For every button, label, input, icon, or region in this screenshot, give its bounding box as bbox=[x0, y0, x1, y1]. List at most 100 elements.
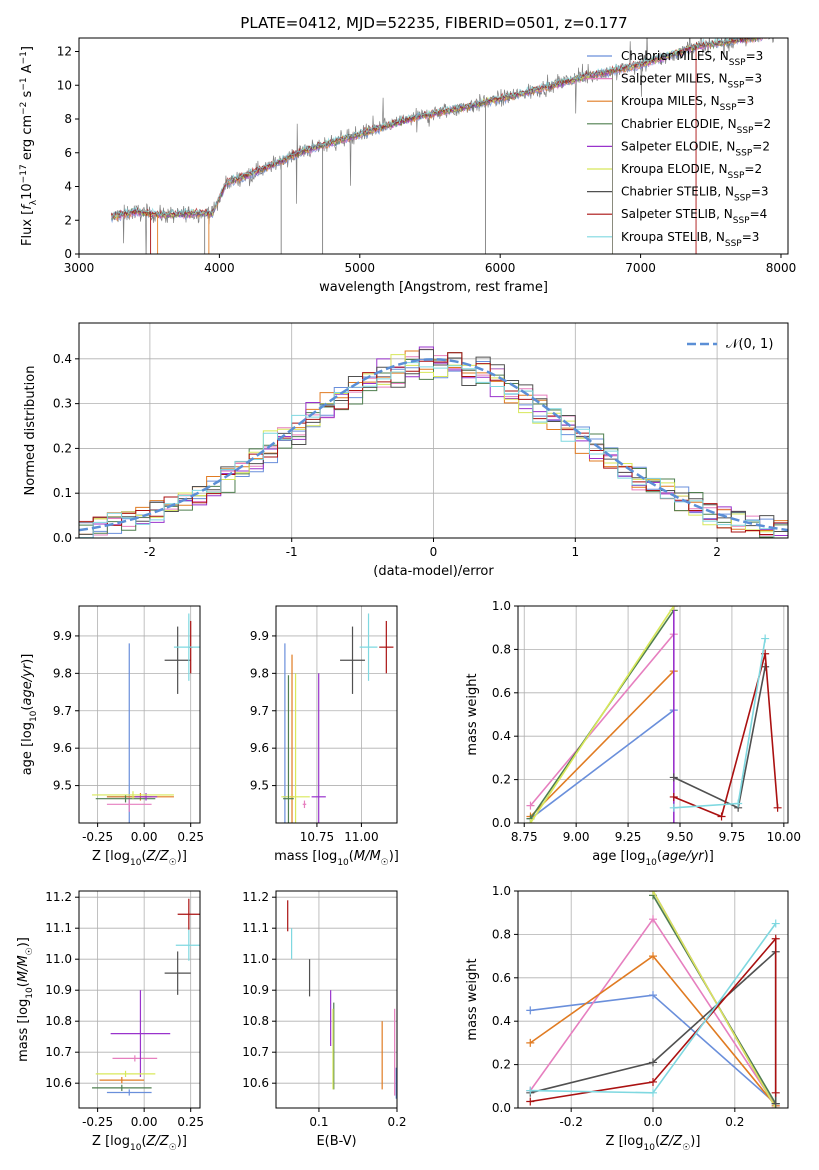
x-tick-label: 1 bbox=[571, 545, 579, 559]
panel-z-mass: -0.25 0.00 0.25 10.6 10.7 10.8 10.9 11.0 11.1 11.… bbox=[16, 890, 204, 1153]
series-line bbox=[529, 606, 675, 823]
plot-area bbox=[287, 900, 397, 1099]
legend-entry: Salpeter MILES, NSSP=3 bbox=[621, 72, 762, 91]
panel-weight-z: -0.2 0.0 0.2 0.0 0.2 0.4 0.6 0.8 1.0 Z [log10(Z/Z… bbox=[465, 884, 789, 1153]
panel-ebv-mass: 0.1 0.2 10.6 10.7 10.8 10.9 11.0 11.1 11.2 E(B-V) bbox=[242, 890, 406, 1149]
y-tick-label: 9.5 bbox=[53, 779, 72, 793]
x-tick-label: 9.75 bbox=[719, 830, 746, 844]
series-marker bbox=[526, 1038, 535, 1047]
y-tick-label: 0.4 bbox=[492, 729, 511, 743]
y-tick-label: 9.9 bbox=[250, 629, 269, 643]
x-tick-label: 0.25 bbox=[177, 830, 204, 844]
y-tick-label: 0.2 bbox=[53, 441, 72, 455]
x-tick-label: 11.00 bbox=[344, 830, 378, 844]
y-tick-label: 10.9 bbox=[242, 983, 269, 997]
x-tick-label: 0.1 bbox=[309, 1115, 328, 1129]
series-line bbox=[529, 670, 675, 818]
y-tick-label: 10.8 bbox=[45, 1014, 72, 1028]
series-marker bbox=[526, 1086, 535, 1095]
series-line bbox=[673, 666, 766, 809]
panel-weight-age: 8.75 9.00 9.25 9.50 9.75 10.00 0.0 0.2 0.4 0.6 0.8… bbox=[465, 599, 801, 868]
y-axis-label: Normed distribution bbox=[23, 366, 38, 496]
x-tick-label: 8.75 bbox=[511, 830, 538, 844]
y-tick-label: 9.8 bbox=[53, 666, 72, 680]
legend-entry: Chabrier MILES, NSSP=3 bbox=[621, 49, 763, 68]
x-tick-label: 5000 bbox=[345, 261, 376, 275]
x-tick-label: 6000 bbox=[485, 261, 516, 275]
y-tick-label: 9.6 bbox=[250, 741, 269, 755]
figure-title: PLATE=0412, MJD=52235, FIBERID=0501, z=0… bbox=[240, 14, 627, 32]
y-tick-label: 0.0 bbox=[53, 531, 72, 545]
series-marker bbox=[717, 812, 726, 821]
series-line bbox=[530, 709, 675, 820]
series-marker bbox=[526, 1097, 535, 1106]
axes-frame bbox=[78, 890, 201, 1109]
errorbar-point bbox=[92, 791, 174, 799]
y-tick-label: 10 bbox=[57, 78, 72, 92]
axes-frame bbox=[517, 605, 789, 824]
x-tick-label: -2 bbox=[144, 545, 156, 559]
errorbar-point bbox=[173, 613, 200, 681]
series-line bbox=[529, 633, 675, 807]
x-axis-label: wavelength [Angstrom, rest frame] bbox=[319, 280, 548, 295]
series-marker bbox=[649, 891, 657, 895]
y-tick-label: 11.1 bbox=[45, 921, 72, 935]
y-tick-label: 9.9 bbox=[53, 629, 72, 643]
errorbar-point bbox=[177, 898, 200, 930]
model-line bbox=[110, 38, 759, 218]
errorbar-point bbox=[283, 675, 294, 823]
series-marker bbox=[649, 991, 657, 1000]
errorbar-point bbox=[106, 1089, 152, 1096]
y-tick-label: 0.8 bbox=[492, 642, 511, 656]
y-tick-label: 0.1 bbox=[53, 486, 72, 500]
errorbar-point bbox=[164, 951, 191, 995]
axes-frame bbox=[275, 605, 398, 824]
series-marker bbox=[669, 773, 678, 782]
y-tick-label: 9.7 bbox=[53, 704, 72, 718]
x-tick-label: 9.25 bbox=[615, 830, 642, 844]
axes-frame bbox=[78, 37, 789, 255]
series-marker bbox=[526, 1006, 535, 1015]
x-tick-label: 0.00 bbox=[131, 830, 158, 844]
x-tick-label: 0.2 bbox=[387, 1115, 406, 1129]
y-tick-label: 0.0 bbox=[492, 1101, 511, 1115]
y-tick-label: 0.6 bbox=[492, 971, 511, 985]
y-tick-label: 11.2 bbox=[242, 890, 269, 904]
y-tick-label: 9.5 bbox=[250, 779, 269, 793]
y-tick-label: 10.6 bbox=[242, 1076, 269, 1090]
series-marker bbox=[649, 1058, 657, 1067]
series-line bbox=[652, 891, 777, 1108]
errorbar-point bbox=[92, 1084, 152, 1091]
series-marker bbox=[526, 819, 535, 823]
y-tick-label: 1.0 bbox=[492, 599, 511, 613]
legend-entry: Kroupa ELODIE, NSSP=2 bbox=[621, 162, 762, 181]
series-line bbox=[673, 653, 779, 818]
y-tick-label: 0.4 bbox=[492, 1014, 511, 1028]
x-tick-label: 10.00 bbox=[767, 830, 801, 844]
legend-entry: Chabrier ELODIE, NSSP=2 bbox=[621, 117, 771, 136]
series-marker bbox=[761, 634, 770, 643]
plot-area bbox=[79, 346, 788, 538]
y-tick-label: 10.9 bbox=[45, 983, 72, 997]
errorbar-point bbox=[99, 1077, 145, 1084]
x-axis-label: mass [log10(M/M☉)] bbox=[274, 849, 399, 868]
legend-entry: Kroupa STELIB, NSSP=3 bbox=[621, 230, 759, 249]
y-tick-label: 11.0 bbox=[45, 952, 72, 966]
y-tick-label: 11.0 bbox=[242, 952, 269, 966]
x-tick-label: 0.00 bbox=[131, 1115, 158, 1129]
x-tick-label: -1 bbox=[286, 545, 298, 559]
errorbar-point bbox=[95, 1070, 156, 1077]
y-tick-label: 0.3 bbox=[53, 397, 72, 411]
y-axis-label: mass weight bbox=[465, 673, 480, 755]
y-tick-label: 2 bbox=[64, 213, 72, 227]
series-marker bbox=[649, 915, 657, 924]
series-marker bbox=[669, 606, 678, 610]
series-marker bbox=[773, 803, 782, 812]
y-tick-label: 10.8 bbox=[242, 1014, 269, 1028]
errorbar-point bbox=[110, 990, 171, 1077]
x-tick-label: 7000 bbox=[625, 261, 656, 275]
x-tick-label: 0.2 bbox=[725, 1115, 744, 1129]
x-axis-label: Z [log10(Z/Z☉)] bbox=[92, 849, 187, 868]
y-tick-label: 0.2 bbox=[492, 1058, 511, 1072]
